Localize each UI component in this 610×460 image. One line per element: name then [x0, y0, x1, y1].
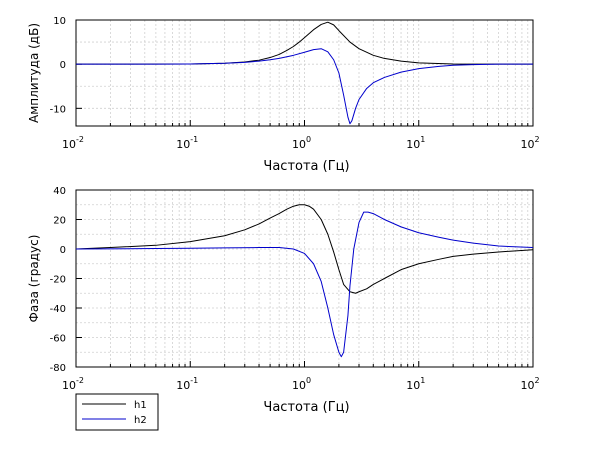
magnitude-x-axis-label: Частота (Гц)	[263, 159, 349, 174]
phase-y-tick-label: -40	[50, 304, 66, 315]
magnitude-series-h2	[76, 48, 533, 125]
phase-y-axis-label: Фаза (градус)	[27, 235, 41, 323]
phase-y-tick-label: -80	[50, 363, 66, 374]
phase-ticks: 10-2 10-1 100 101 102 40 20 0 -20 -40 -60 -80	[50, 186, 540, 392]
phase-x-axis-label: Частота (Гц)	[263, 400, 349, 415]
phase-x-tick-label: 10-2	[62, 376, 84, 392]
phase-plot: 10-2 10-1 100 101 102 40 20 0 -20 -40 -60 -80 Часто…	[27, 186, 540, 415]
legend-label-h1: h1	[134, 400, 147, 411]
phase-y-tick-label: 20	[53, 216, 66, 227]
phase-series-h1	[75, 204, 534, 294]
magnitude-y-axis-label: Амплитуда (дБ)	[27, 23, 41, 123]
phase-x-tick-label: 10-1	[176, 376, 198, 392]
magnitude-x-tick-label: 101	[406, 135, 425, 151]
phase-y-tick-label: 0	[60, 245, 66, 256]
phase-x-tick-label: 102	[520, 376, 539, 392]
phase-y-tick-label: -60	[50, 334, 66, 345]
legend-box	[75, 393, 159, 431]
magnitude-series	[76, 21, 533, 125]
magnitude-x-tick-label: 10-1	[176, 135, 198, 151]
magnitude-grid	[75, 19, 533, 126]
phase-x-tick-label: 101	[406, 376, 425, 392]
phase-series-h2	[75, 211, 534, 358]
phase-x-tick-label: 100	[292, 376, 311, 392]
phase-y-tick-label: 40	[53, 186, 66, 197]
magnitude-x-tick-label: 100	[292, 135, 311, 151]
phase-grid	[75, 189, 533, 368]
magnitude-x-tick-label: 10-2	[62, 135, 84, 151]
legend-label-h2: h2	[134, 415, 147, 426]
magnitude-x-tick-label: 102	[520, 135, 539, 151]
magnitude-y-tick-label: 10	[53, 16, 66, 27]
phase-y-tick-label: -20	[50, 275, 66, 286]
legend: h1 h2	[75, 393, 159, 431]
magnitude-y-tick-label: -10	[50, 104, 66, 115]
phase-series	[75, 204, 534, 358]
magnitude-y-tick-label: 0	[60, 60, 66, 71]
magnitude-series-h1	[76, 21, 533, 65]
